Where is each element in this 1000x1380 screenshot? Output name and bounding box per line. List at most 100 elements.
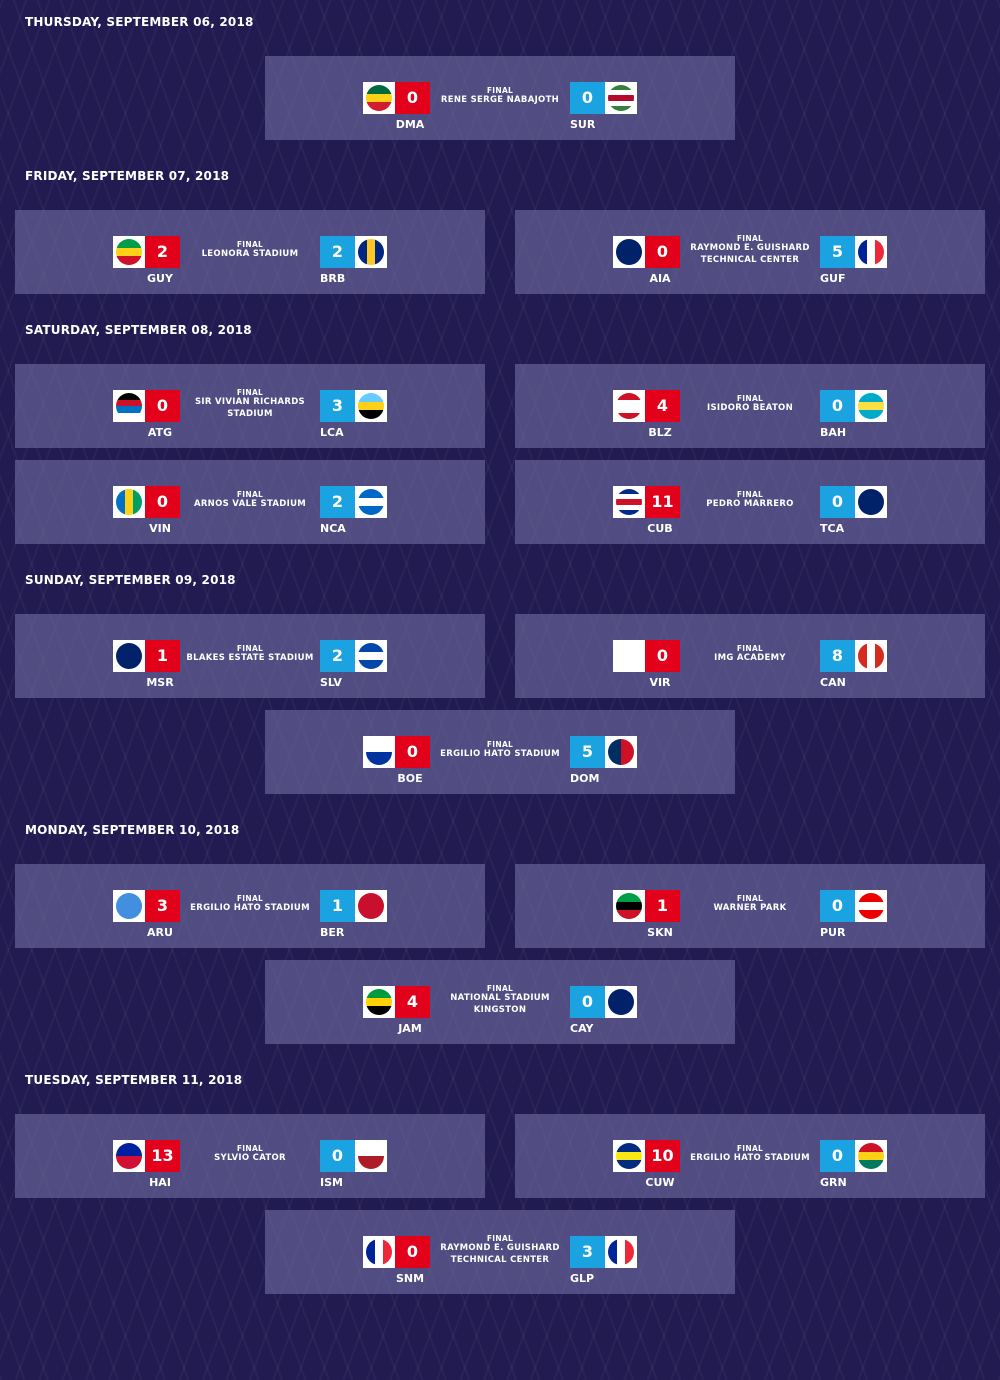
away-code: GLP [570,1272,595,1285]
match-day: MONDAY, SEPTEMBER 10, 2018 3 ARU FINAL ERGIL… [0,808,1000,1044]
match-info: FINAL SYLVIO CATOR [180,1114,320,1198]
match-card: 10 CUW FINAL ERGILIO HATO STADIUM 0 GRN [515,1114,985,1198]
match-card: 13 HAI FINAL SYLVIO CATOR 0 ISM [15,1114,485,1198]
home-code: DMA [395,118,425,131]
home-team: 0 [113,390,180,422]
flag-stripe [858,893,884,902]
date-heading: THURSDAY, SEPTEMBER 06, 2018 [25,15,254,29]
home-code: GUY [147,272,173,285]
match-status: FINAL [236,643,264,653]
flag-stripe [858,901,884,911]
flag-disc [358,393,384,419]
flag [355,486,387,518]
flag-stripe [858,643,867,669]
away-score: 0 [820,890,855,922]
flag-stripe [616,1151,642,1161]
away-team: 0 [820,390,887,422]
venue-line: NATIONAL STADIUM [450,993,550,1003]
flag-disc [858,239,884,265]
flag-stripe [858,1151,884,1161]
match-status: FINAL [236,893,264,903]
date-heading: SUNDAY, SEPTEMBER 09, 2018 [25,573,236,587]
away-team: 3 [570,1236,637,1268]
flag [613,486,645,518]
flag-stripe [858,393,884,402]
match-day: TUESDAY, SEPTEMBER 11, 2018 13 HAI FINAL SYL… [0,1058,1000,1294]
flag-disc [616,1143,642,1169]
match-info: FINAL WARNER PARK [680,864,820,948]
away-code: TCA [820,522,845,535]
away-code: PUR [820,926,846,939]
away-score: 2 [320,486,355,518]
flag-stripe [616,406,642,413]
home-score: 0 [145,390,180,422]
home-code: SKN [647,926,673,939]
flag [113,236,145,268]
venue-line: PEDRO MARRERO [706,498,794,509]
flag-stripe [616,1239,626,1265]
match-info: FINAL IMG ACADEMY [680,614,820,698]
match-day: FRIDAY, SEPTEMBER 07, 2018 2 GUY FINAL LEONO… [0,154,1000,294]
match-card: 4 BLZ FINAL ISIDORO BEATON 0 BAH [515,364,985,448]
away-score: 0 [820,1140,855,1172]
flag-disc [616,643,642,669]
venue-line: RAYMOND E. GUISHARD [690,243,810,253]
flag-stripe [858,401,884,411]
away-team: 0 [320,1140,387,1172]
flag-disc [608,739,634,765]
flag-disc [858,393,884,419]
flag [613,390,645,422]
match-status: FINAL [736,1143,764,1153]
away-team: 3 [320,390,387,422]
home-code: BLZ [648,426,672,439]
home-team: 0 [363,1236,430,1268]
flag-stripe [116,893,142,906]
flag-stripe [616,393,642,400]
home-code: AIA [649,272,671,285]
flag-stripe [374,1239,384,1265]
home-code: CUB [647,522,673,535]
away-team: 5 [820,236,887,268]
home-team: 0 [363,82,430,114]
flag [855,1140,887,1172]
flag-disc [616,239,642,265]
home-team: 13 [113,1140,180,1172]
flag-stripe [608,105,634,111]
venue-line: ARNOS VALE STADIUM [193,498,307,509]
away-team: 0 [820,486,887,518]
flag [613,640,645,672]
match-card: 0 VIR FINAL IMG ACADEMY 8 CAN [515,614,985,698]
flag [113,486,145,518]
flag-stripe [616,412,642,419]
flag-stripe [366,997,392,1007]
flag-stripe [366,1239,375,1265]
flag [355,1140,387,1172]
flag-stripe [858,489,884,502]
flag [605,986,637,1018]
flag-stripe [116,247,142,257]
away-team: 0 [570,986,637,1018]
match-info: FINAL ISIDORO BEATON [680,364,820,448]
flag [355,640,387,672]
flag-stripe [616,656,642,669]
results-list: THURSDAY, SEPTEMBER 06, 2018 0 DMA FINAL REN… [0,15,1000,1294]
flag-stripe [124,489,134,515]
flag-stripe [858,1160,884,1169]
match-status: FINAL [736,393,764,403]
flag [613,1140,645,1172]
away-team: 0 [820,1140,887,1172]
flag-stripe [366,85,392,94]
match-grid: 0 ATG FINAL SIR VIVIAN RICHARDS STADIUM 3 LCA 4… [0,364,1000,544]
home-team: 10 [613,1140,680,1172]
away-code: SUR [570,118,596,131]
match-card: 0 SNM FINAL RAYMOND E. GUISHARD TECHNICAL CE… [265,1210,735,1294]
away-code: ISM [320,1176,343,1189]
flag-stripe [608,85,634,91]
away-score: 2 [320,640,355,672]
match-info: FINAL ERGILIO HATO STADIUM [430,710,570,794]
flag-disc [616,393,642,419]
match-card: 11 CUB FINAL PEDRO MARRERO 0 TCA [515,460,985,544]
flag-stripe [616,1160,642,1169]
flag-stripe [366,752,392,765]
